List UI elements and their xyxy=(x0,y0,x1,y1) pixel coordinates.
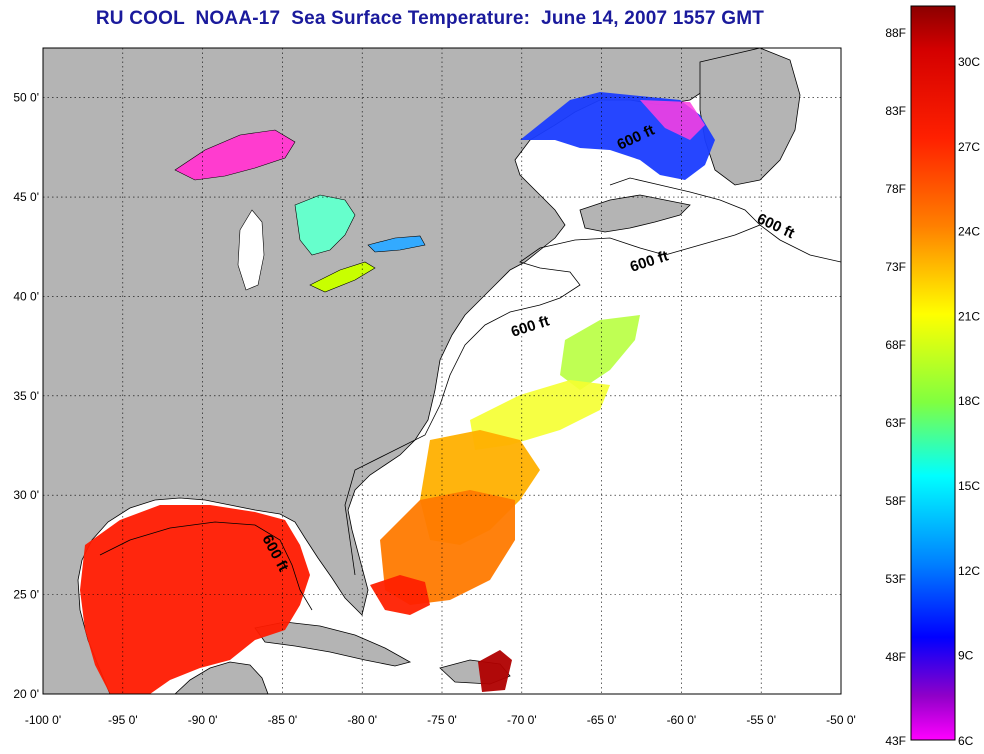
latitude-tick-label: 45 0' xyxy=(13,190,39,204)
colorbar-fahrenheit-label: 43F xyxy=(885,734,906,748)
sst-caribbean-patch xyxy=(478,650,512,692)
longitude-tick-labels: -100 0' -95 0' -90 0' -85 0' -80 0' -75 0' -70… xyxy=(25,713,856,727)
longitude-tick-label: -90 0' xyxy=(188,713,218,727)
colorbar-celsius-labels: 30C 27C 24C 21C 18C 15C 12C 9C 6C xyxy=(958,55,980,748)
sst-mid-atlantic-green xyxy=(560,315,640,390)
colorbar-fahrenheit-label: 53F xyxy=(885,572,906,586)
color-scale-bar xyxy=(910,5,956,741)
longitude-tick-label: -80 0' xyxy=(347,713,377,727)
map-frame xyxy=(42,47,842,695)
colorbar-celsius-label: 15C xyxy=(958,479,980,493)
sst-florida-straits xyxy=(370,575,430,615)
lake-ontario-sst xyxy=(367,235,426,253)
longitude-tick-label: -55 0' xyxy=(746,713,776,727)
lake-superior-sst xyxy=(174,129,296,181)
colorbar-fahrenheit-label: 48F xyxy=(885,650,906,664)
latitude-tick-label: 40 0' xyxy=(13,289,39,303)
colorbar-celsius-label: 30C xyxy=(958,55,980,69)
longitude-tick-label: -60 0' xyxy=(667,713,697,727)
lake-huron-sst xyxy=(294,194,356,256)
colorbar-celsius-label: 18C xyxy=(958,394,980,408)
longitude-tick-label: -100 0' xyxy=(25,713,61,727)
colorbar-celsius-label: 12C xyxy=(958,564,980,578)
colorbar-fahrenheit-label: 78F xyxy=(885,182,906,196)
land-nova-scotia xyxy=(579,194,691,233)
latitude-tick-label: 25 0' xyxy=(13,588,39,602)
colorbar-fahrenheit-label: 83F xyxy=(885,104,906,118)
colorbar-celsius-label: 9C xyxy=(958,649,974,663)
lake-erie-sst xyxy=(309,261,376,293)
longitude-tick-label: -70 0' xyxy=(507,713,537,727)
colorbar-celsius-label: 21C xyxy=(958,309,980,323)
colorbar-celsius-label: 6C xyxy=(958,734,974,748)
colorbar-fahrenheit-label: 63F xyxy=(885,416,906,430)
contour-600ft-gulf xyxy=(99,521,313,611)
land-cuba xyxy=(254,621,412,667)
latitude-tick-label: 35 0' xyxy=(13,389,39,403)
latitude-tick-label: 50 0' xyxy=(13,91,39,105)
contour-600ft-north xyxy=(609,177,761,226)
colorbar-fahrenheit-label: 68F xyxy=(885,338,906,352)
longitude-tick-label: -95 0' xyxy=(108,713,138,727)
lake-michigan-sst xyxy=(237,209,265,291)
land-yucatan xyxy=(174,661,269,694)
map-title: RU COOL NOAA-17 Sea Surface Temperature:… xyxy=(95,8,765,29)
colorbar-celsius-label: 27C xyxy=(958,140,980,154)
gulf-st-lawrence-pink xyxy=(640,100,705,140)
latitude-tick-label: 20 0' xyxy=(13,687,39,701)
longitude-tick-label: -65 0' xyxy=(587,713,617,727)
colorbar-celsius-label: 24C xyxy=(958,225,980,239)
sst-atlantic-yellow xyxy=(470,380,610,450)
latitude-tick-label: 30 0' xyxy=(13,488,39,502)
longitude-tick-label: -85 0' xyxy=(268,713,298,727)
colorbar-fahrenheit-label: 73F xyxy=(885,260,906,274)
sst-gulf-of-mexico xyxy=(80,505,310,694)
colorbar-fahrenheit-labels: 88F 83F 78F 73F 68F 63F 58F 53F 48F 43F xyxy=(885,26,906,748)
sst-atlantic-deep-orange xyxy=(380,490,515,605)
latitude-tick-labels: 20 0' 25 0' 30 0' 35 0' 40 0' 45 0' 50 0' xyxy=(13,91,39,701)
colorbar-fahrenheit-label: 88F xyxy=(885,26,906,40)
longitude-tick-label: -75 0' xyxy=(427,713,457,727)
longitude-tick-label: -50 0' xyxy=(826,713,856,727)
colorbar-fahrenheit-label: 58F xyxy=(885,494,906,508)
contour-600ft-atlantic xyxy=(344,224,841,576)
